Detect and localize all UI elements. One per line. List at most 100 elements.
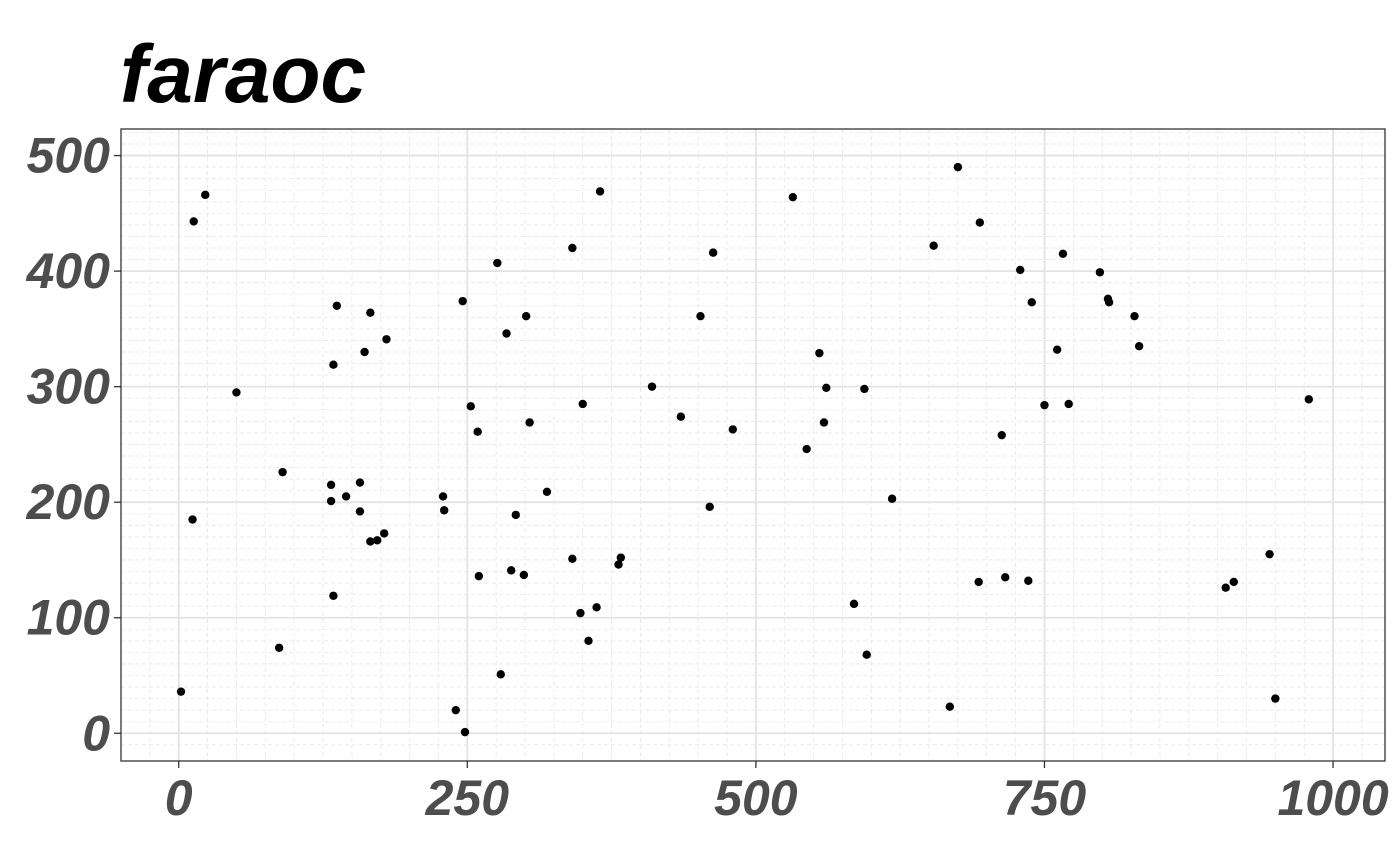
data-point <box>1027 298 1036 307</box>
data-point <box>189 217 198 226</box>
data-point <box>496 670 505 679</box>
x-axis: 0 250 500 750 1000 <box>165 761 1389 826</box>
data-point <box>1134 342 1144 351</box>
data-point <box>440 506 449 515</box>
data-point <box>355 478 365 487</box>
data-point <box>341 492 351 501</box>
y-tick-label: 400 <box>26 243 111 299</box>
data-point <box>502 329 511 338</box>
y-axis: 0 100 200 300 400 500 <box>26 128 121 761</box>
data-point <box>521 311 531 321</box>
data-point <box>929 241 938 250</box>
data-point <box>1064 399 1073 409</box>
data-point <box>1221 583 1230 592</box>
major-grid <box>121 129 1385 761</box>
x-tick-label: 1000 <box>1277 770 1388 826</box>
data-point <box>379 529 389 538</box>
data-point <box>1052 345 1062 354</box>
data-point <box>232 388 241 397</box>
y-tick-label: 300 <box>27 359 111 415</box>
data-point <box>382 335 391 344</box>
data-point <box>614 560 623 569</box>
data-point <box>176 687 186 696</box>
data-point <box>506 566 516 575</box>
data-point <box>1001 573 1010 582</box>
data-point <box>332 301 342 310</box>
y-tick-label: 0 <box>82 705 110 761</box>
y-tick-label: 100 <box>27 590 111 646</box>
data-point <box>326 496 336 506</box>
data-points <box>176 162 1314 737</box>
minor-grid <box>121 129 1385 761</box>
data-point <box>451 705 460 715</box>
data-point <box>568 554 577 564</box>
data-point <box>592 603 601 612</box>
data-point <box>676 412 686 421</box>
data-point <box>525 418 534 427</box>
data-point <box>366 308 375 317</box>
data-point <box>278 467 287 477</box>
data-point <box>274 643 284 652</box>
y-tick-label: 200 <box>26 474 111 530</box>
data-point <box>1024 576 1033 585</box>
data-point <box>519 570 529 580</box>
data-point <box>1265 549 1274 559</box>
data-point <box>1229 577 1238 587</box>
data-point <box>887 494 897 503</box>
data-point <box>708 248 718 257</box>
chart-title: faraoc <box>120 29 367 120</box>
data-point <box>511 510 520 520</box>
data-point <box>705 502 714 512</box>
data-point <box>460 727 470 737</box>
data-point <box>473 427 482 436</box>
y-tick-label: 500 <box>27 128 111 184</box>
data-point <box>366 537 375 546</box>
data-point <box>584 636 593 646</box>
data-point <box>576 608 585 618</box>
data-point <box>458 296 467 306</box>
data-point <box>975 218 985 227</box>
data-point <box>696 311 705 321</box>
data-point <box>1016 265 1025 275</box>
data-point <box>647 382 657 391</box>
data-point <box>1095 268 1105 277</box>
data-point <box>616 553 626 562</box>
data-point <box>1040 400 1049 410</box>
data-point <box>578 399 587 409</box>
x-tick-label: 750 <box>1003 770 1087 826</box>
x-tick-label: 250 <box>425 770 510 826</box>
data-point <box>438 492 448 501</box>
data-point <box>493 258 502 268</box>
data-point <box>953 162 963 172</box>
data-point <box>849 599 859 609</box>
data-point <box>997 430 1006 440</box>
data-point <box>373 536 382 545</box>
data-point <box>1130 311 1139 321</box>
data-point <box>542 487 552 496</box>
data-point <box>822 383 831 393</box>
data-point <box>188 515 197 524</box>
data-point <box>728 425 737 434</box>
data-point <box>466 402 475 411</box>
data-point <box>862 650 871 659</box>
data-point <box>329 360 338 369</box>
data-point <box>201 190 210 200</box>
data-point <box>819 418 829 427</box>
data-point <box>802 444 811 454</box>
plot-panel-border <box>120 128 1386 762</box>
data-point <box>974 577 983 587</box>
data-point <box>815 348 824 358</box>
data-point <box>568 243 577 253</box>
data-point <box>945 702 955 711</box>
x-tick-label: 0 <box>165 770 193 826</box>
data-point <box>788 192 798 202</box>
data-point <box>474 571 484 581</box>
data-point <box>329 591 338 600</box>
data-point <box>326 480 336 490</box>
data-point <box>1271 694 1280 703</box>
x-tick-label: 500 <box>714 770 798 826</box>
data-point <box>1104 298 1114 307</box>
data-point <box>595 187 605 196</box>
data-point <box>360 347 369 357</box>
